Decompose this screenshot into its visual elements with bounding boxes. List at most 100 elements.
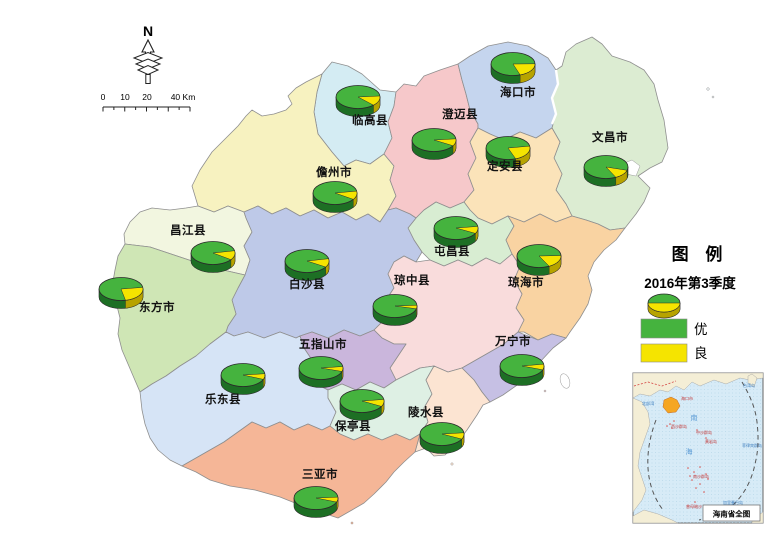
inset-sea-texture [633,373,763,523]
county-label: 乐东县 [205,392,241,406]
county-label: 琼中县 [394,273,430,287]
county-label: 三亚市 [302,467,338,481]
county-pie-chart [499,354,545,386]
inset-label: 南沙群岛 [693,473,709,479]
county-pie-chart [419,422,465,454]
scale-tick-20: 20 [142,92,152,102]
inset-island-dot [666,425,668,427]
county-label: 文昌市 [592,130,628,144]
pie-good-wedge [320,366,344,372]
pie-good-wedge [512,63,536,76]
county-label: 东方市 [139,300,175,314]
north-label: N [143,23,153,39]
inset-label: 加里曼丹岛 [723,499,743,505]
county-pie-chart [433,216,479,248]
inset-label: 北部湾 [642,400,655,407]
compass-base [145,74,151,84]
county-pie-chart [583,155,629,187]
county-pie-chart [516,244,562,276]
county-label: 琼海市 [508,275,544,289]
inset-island-dot [689,475,691,477]
pie-good-wedge [242,373,266,380]
pie-good-wedge [433,138,457,147]
inset-island-dot [671,427,673,429]
estuary-channel [550,69,560,125]
pie-good-wedge [120,287,144,301]
inset-label: 西沙群岛 [671,423,687,429]
pie-good-wedge [507,145,531,160]
pie-chart [647,293,681,319]
inset-label: 海 [686,447,693,456]
islet [450,462,454,466]
inset-island-dot [699,483,701,485]
pie-good-wedge [521,363,545,371]
county-region [181,421,421,519]
pie-good-wedge [647,302,681,313]
inset-caption: 海南省全图 [713,509,751,519]
county-label: 昌江县 [170,223,206,237]
pie-good-wedge [361,399,385,407]
inset-island-dot [696,429,698,431]
county-label: 五指山市 [299,337,347,351]
county-label: 白沙县 [289,277,325,291]
county-pie-chart [284,249,330,281]
county-pie-chart [298,356,344,388]
county-pie-chart [190,241,236,273]
county-pie-chart [490,52,536,84]
inset-borneo [632,509,679,524]
legend-label-excellent: 优 [694,322,708,337]
inset-label: 台湾岛 [743,382,755,388]
inset-label: 南 [691,413,698,422]
county-pie-chart [411,128,457,160]
inset-island-dot [705,437,707,439]
pie-good-wedge [212,250,236,260]
inset-island-dots [666,420,709,503]
pie-good-wedge [357,95,381,106]
legend-period: 2016年第3季度 [644,275,736,291]
county-pie-chart [293,486,339,518]
inset-boundary-red-dashed [633,380,677,387]
county-pie-chart [220,363,266,395]
county-pie-chart [98,277,144,309]
inset-island-dot [691,479,693,481]
pie-good-wedge [441,432,465,440]
scale-tick-10: 10 [120,92,130,102]
inset-island-dot [687,467,689,469]
county-label: 保亭县 [334,419,371,433]
islet [711,95,715,99]
pie-good-wedge [394,304,418,310]
county-pie-chart [485,136,531,168]
county-label: 海口市 [500,85,536,99]
pie-good-wedge [315,496,339,503]
county-label: 陵水县 [408,405,444,419]
inset-nine-dash-line-west [647,419,664,511]
inset-west-coast [632,397,651,513]
county-label: 定安县 [487,159,523,173]
inset-label: 曾母暗沙 [686,503,702,509]
county-label: 澄迈县 [442,107,478,121]
county-label: 万宁市 [494,334,531,348]
pie-good-wedge [306,258,330,268]
inset-label: 海口市 [681,395,693,401]
inset-hainan-highlight [662,396,681,414]
county-pie-chart [372,294,418,326]
inset-island-dot [703,491,705,493]
county-label: 临高县 [352,113,388,127]
inset-island-dot [673,420,675,422]
pie-good-wedge [538,255,562,267]
scale-bar-ticks [102,106,191,112]
scale-end-label: 40 Km [171,92,196,102]
wanning-lagoon [559,373,571,389]
legend-swatch-excellent [640,318,688,339]
inset-taiwan [747,373,758,388]
scale-bar: 0 10 20 40 Km [101,92,196,112]
inset-island-dot [695,487,697,489]
inset-label: 黄岩岛 [705,438,717,444]
main-map-counties [111,36,669,519]
scale-tick-0: 0 [101,92,106,102]
inset-island-dot [699,466,701,468]
inset-island-dot [707,478,709,480]
county-label: 屯昌县 [434,244,470,258]
